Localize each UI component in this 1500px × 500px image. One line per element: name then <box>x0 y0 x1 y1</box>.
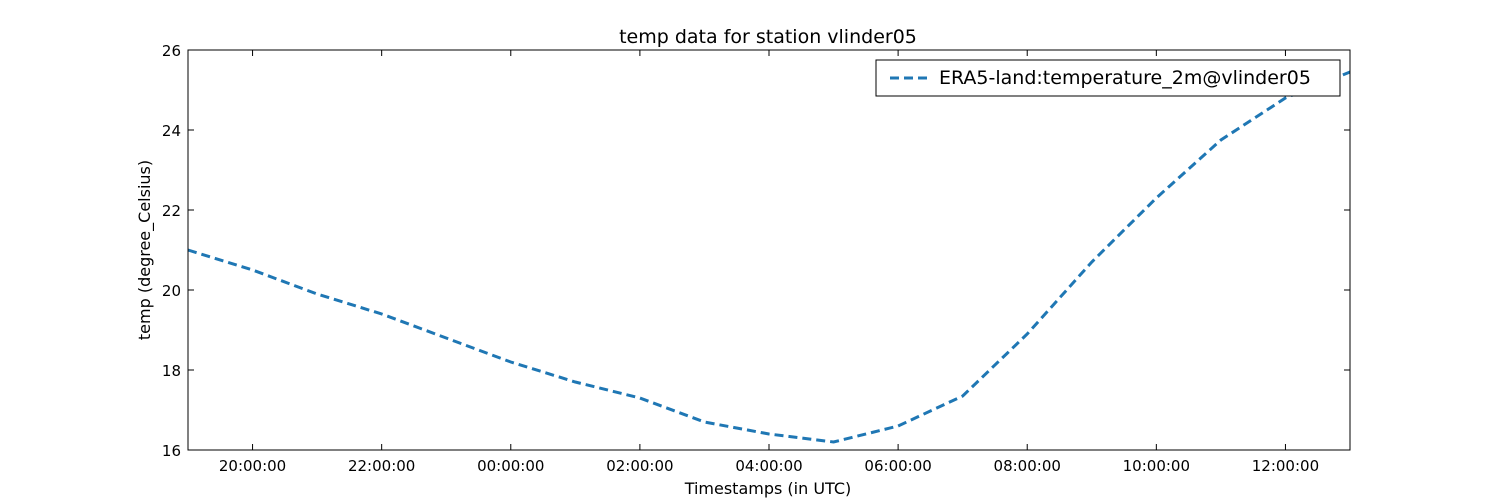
y-tick-label: 16 <box>162 442 181 460</box>
y-tick-label: 20 <box>162 282 181 300</box>
series-line-0 <box>187 70 1351 444</box>
legend-box <box>875 59 1341 97</box>
y-tick-label: 22 <box>162 202 181 220</box>
x-tick-label: 00:00:00 <box>477 457 544 475</box>
x-axis-ticks: 20:00:00 22:00:00 00:00:00 02:00:00 04:00:00… <box>219 50 1319 475</box>
plot-area-frame <box>187 49 1351 451</box>
x-tick-label: 20:00:00 <box>219 457 286 475</box>
y-axis-label: temp (degree_Celsius) <box>135 160 155 340</box>
x-tick-label: 22:00:00 <box>348 457 415 475</box>
chart-title: temp data for station vlinder05 <box>619 26 917 48</box>
y-tick-label: 18 <box>162 362 181 380</box>
legend: ERA5-land:temperature_2m@vlinder05 <box>875 59 1341 97</box>
series-layer <box>187 70 1351 444</box>
legend-label-era5-land: ERA5-land:temperature_2m@vlinder05 <box>939 67 1311 89</box>
y-tick-label: 24 <box>162 122 181 140</box>
x-tick-label: 08:00:00 <box>994 457 1061 475</box>
x-axis-label: Timestamps (in UTC) <box>684 479 852 498</box>
x-tick-label: 02:00:00 <box>606 457 673 475</box>
x-tick-label: 10:00:00 <box>1123 457 1190 475</box>
y-axis-ticks: 16 18 20 22 24 26 <box>162 42 1350 460</box>
y-tick-label: 26 <box>162 42 181 60</box>
x-tick-label: 04:00:00 <box>735 457 802 475</box>
x-tick-label: 06:00:00 <box>864 457 931 475</box>
x-tick-label: 12:00:00 <box>1252 457 1319 475</box>
